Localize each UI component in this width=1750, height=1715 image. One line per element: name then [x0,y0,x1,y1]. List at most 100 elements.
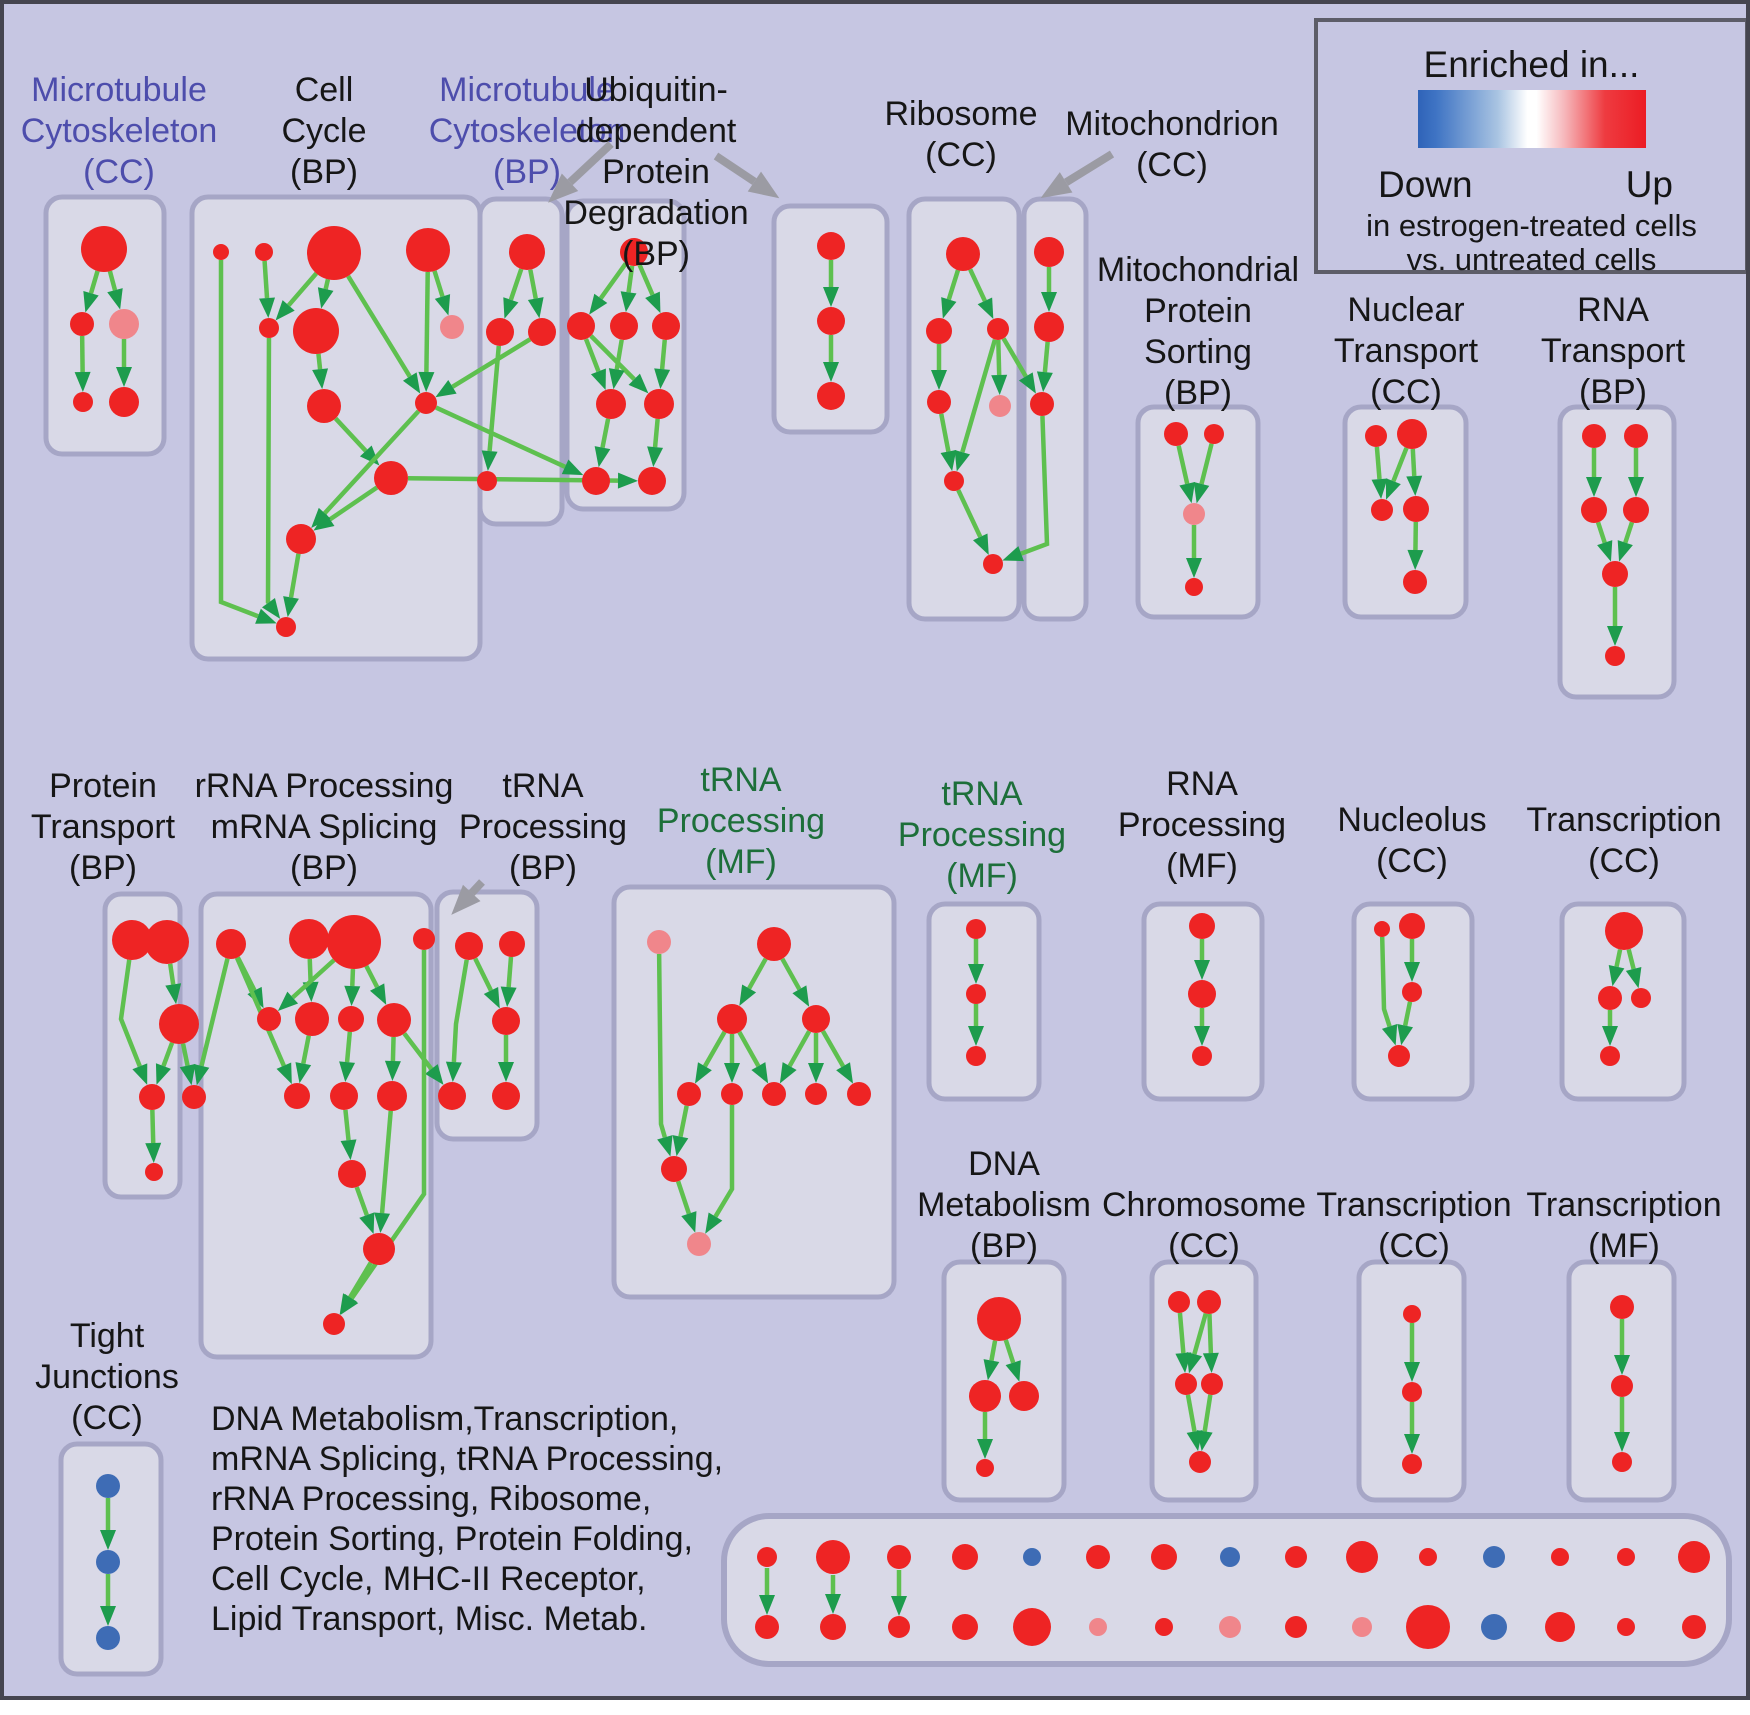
node-n_0 [1365,425,1387,447]
node-q_0 [1582,424,1606,448]
node-r_2 [987,318,1009,340]
group-box-rrna-processing [198,891,434,1360]
edge-r_2-r_4 [991,339,1008,396]
edge-m_2-c_j [435,337,532,398]
node-bottom-top-7 [1151,1544,1177,1570]
node-z_b [323,1313,345,1335]
node-bottom-bottom-7 [1155,1618,1173,1636]
edge-k_0-k_3 [1379,936,1398,1046]
node-g_e [677,1082,701,1106]
node-g_h [805,1083,827,1105]
network-diagram [43,141,1732,1677]
node-t_2 [499,931,525,957]
node-g_f [721,1083,743,1105]
edge-e_3-e_4 [1196,1394,1213,1452]
node-b_0 [96,1474,120,1498]
edge-g_d-g_i [821,1030,854,1084]
node-v_1 [817,307,845,335]
node-z_1 [284,1083,310,1109]
edge-g_d-g_g [779,1030,812,1084]
node-d_3 [976,1459,994,1477]
annotation-arrow-4 [451,879,485,915]
misc-text-line: rRNA Processing, Ribosome, [211,1480,652,1518]
node-bottom-top-5 [1023,1548,1041,1566]
edge-t_2-t_m [500,956,517,1008]
edge-x_2-y_2 [302,958,319,1003]
node-bottom-bottom-2 [820,1614,846,1640]
node-d_1 [969,1380,1001,1412]
edge-p_2-p_3 [155,1041,175,1085]
edge-c_d-c_g [432,270,451,316]
node-m_b [477,471,497,491]
node-g_j [661,1156,687,1182]
node-q_2 [1581,497,1607,523]
node-s_1 [1204,424,1224,444]
node-bottom-bottom-12 [1481,1614,1507,1640]
legend-subtitle-line2: vs. untreated cells [1406,242,1657,277]
edge-g_b-g_d [780,957,810,1007]
edge-d_0-d_1 [983,1340,1000,1381]
node-m_t [509,234,545,270]
node-d_2 [1009,1381,1039,1411]
edge-c_j-c_k [311,409,421,528]
edge-y_4-t_bl [402,1032,444,1085]
edge-x_3-y_1 [277,958,336,1011]
annotation-arrow-3 [1040,150,1115,199]
node-u_3 [652,312,680,340]
edge-z_2-z_p [340,1109,357,1161]
node-A4 [73,392,93,412]
node-k_3 [1388,1045,1410,1067]
node-h_0 [966,919,986,939]
node-j_1 [1611,1375,1633,1397]
node-f_1 [1402,1382,1422,1402]
edge-e_2-e_4 [1185,1394,1203,1452]
node-bottom-bottom-9 [1285,1616,1307,1638]
node-bottom-top-12 [1483,1546,1505,1568]
node-e_4 [1189,1451,1211,1473]
node-s_3 [1185,578,1203,596]
edge-g_c-g_e [694,1030,727,1084]
group-box-shared-genes [721,1513,1732,1667]
node-A2 [70,312,94,336]
node-u_5 [644,389,674,419]
node-A3 [109,309,139,339]
node-p_3 [139,1084,165,1110]
node-e_2 [1175,1373,1197,1395]
group-box-dna-metabolism [941,1259,1067,1503]
edge-r_2-w_2 [1001,337,1036,394]
edge-x_1-p_4 [193,958,230,1086]
node-z_p [338,1160,366,1188]
legend-subtitle-line1: in estrogen-treated cells [1366,208,1697,243]
node-s_2 [1183,503,1205,525]
node-x_4 [413,928,435,950]
node-q_1 [1624,424,1648,448]
node-v_0 [817,232,845,260]
node-c_e [259,318,279,338]
group-box-trna-mf-small [926,901,1042,1102]
node-y_2 [295,1002,329,1036]
edge-c_c-c_f [317,278,334,309]
node-i_2 [1192,1046,1212,1066]
node-l_0 [1605,912,1643,950]
edge-p_1-p_2 [165,963,182,1005]
node-bottom-bottom-5 [1013,1608,1051,1646]
node-bottom-bottom-10 [1352,1617,1372,1637]
edge-A1-A2 [83,270,100,313]
edge-g_e-g_j [672,1105,689,1157]
edge-z_p-z_q [354,1186,375,1234]
edge-c_h-c_i [333,416,380,466]
node-bottom-bottom-6 [1089,1618,1107,1636]
node-n_2 [1371,499,1393,521]
edge-u_5-u_7 [647,418,664,468]
node-x_3 [327,915,381,969]
node-g_b [757,927,791,961]
edge-z_q-z_b [339,1261,373,1315]
node-r_4 [989,395,1011,417]
legend-title: Enriched in... [1423,44,1640,85]
node-x_2 [289,919,329,959]
node-c_k [286,524,316,554]
node-e_0 [1168,1291,1190,1313]
edge-c_k-c_l [283,553,301,618]
node-bottom-top-10 [1346,1541,1378,1573]
edge-c_b-c_e [259,260,276,319]
